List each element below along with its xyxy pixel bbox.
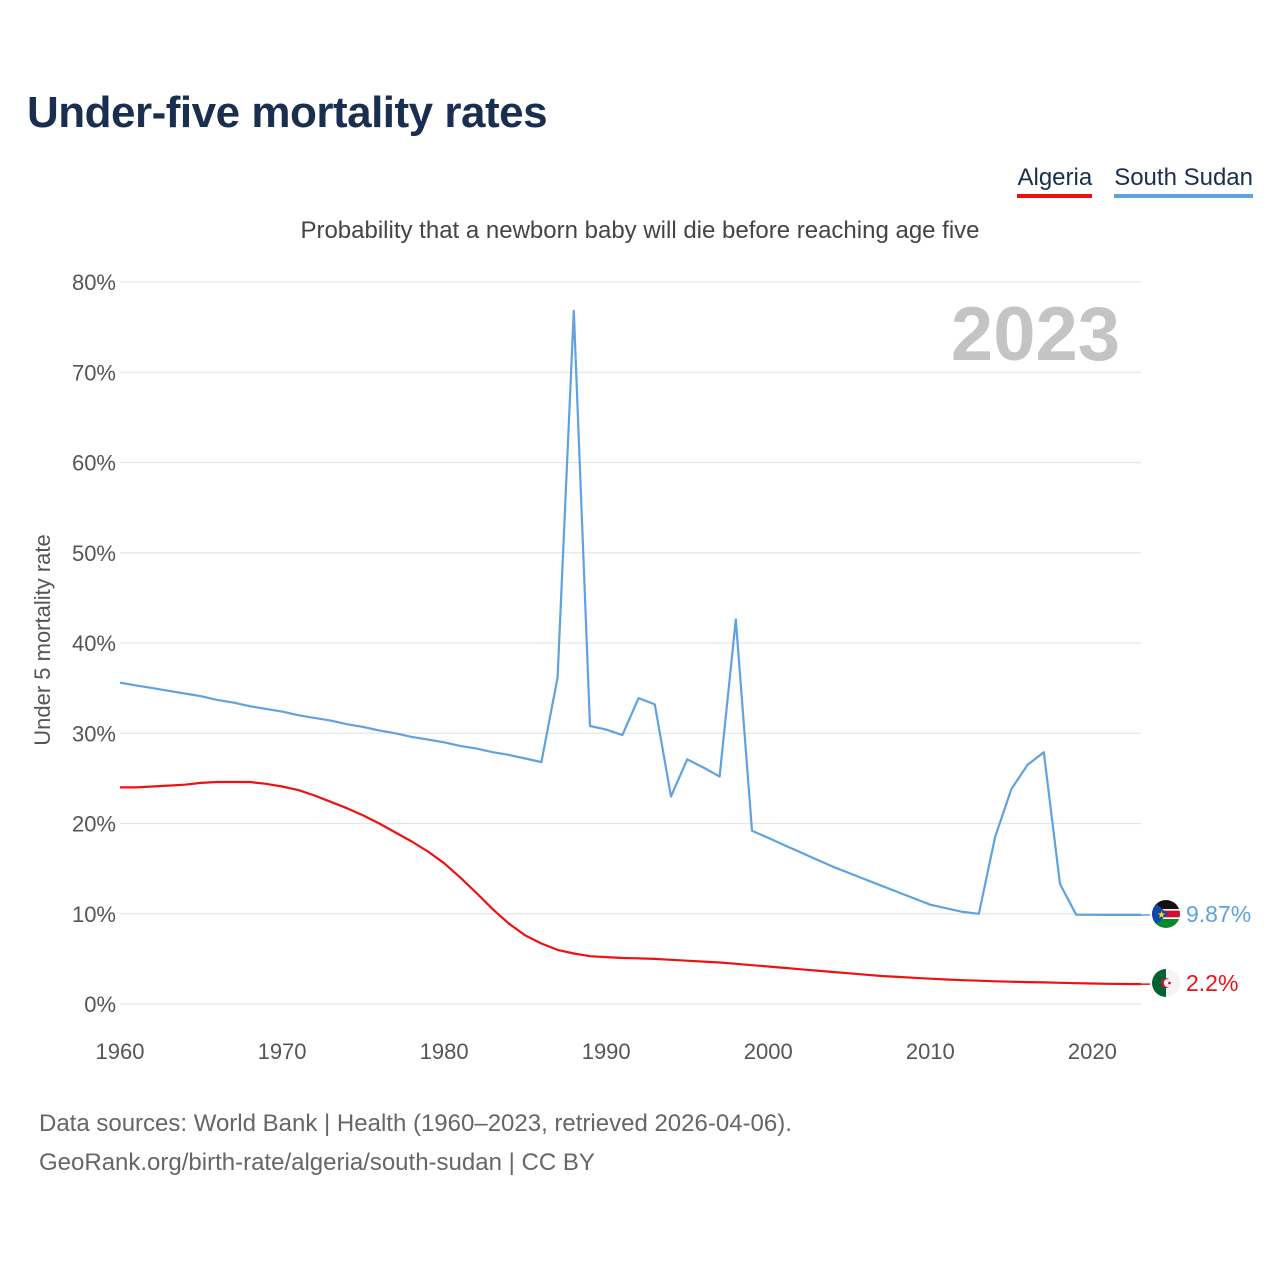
y-axis: 0% 10% 20% 30% 40% 50% 60% 70% 80%: [72, 270, 116, 1017]
svg-text:★: ★: [1157, 910, 1166, 921]
y-tick-label: 50%: [72, 541, 116, 566]
y-tick-label: 20%: [72, 812, 116, 837]
series: [119, 309, 1150, 986]
y-tick-label: 70%: [72, 360, 116, 385]
y-tick-label: 80%: [72, 270, 116, 295]
x-tick-label: 1970: [258, 1039, 307, 1064]
y-tick-label: 40%: [72, 631, 116, 656]
algeria-flag-icon: [1152, 969, 1180, 997]
x-tick-label: 2010: [906, 1039, 955, 1064]
y-tick-label: 10%: [72, 902, 116, 927]
chart-subtitle: Probability that a newborn baby will die…: [300, 217, 980, 244]
y-tick-label: 30%: [72, 721, 116, 746]
current-year-label: 2023: [951, 292, 1120, 377]
grid-lines: [120, 281, 1141, 1005]
x-tick-label: 2000: [744, 1039, 793, 1064]
data-source-text: Data sources: World Bank | Health (1960–…: [39, 1110, 792, 1137]
x-tick-label: 2020: [1068, 1039, 1117, 1064]
y-tick-label: 60%: [72, 451, 116, 476]
x-tick-label: 1960: [96, 1039, 145, 1064]
y-axis-label: Under 5 mortality rate: [30, 534, 55, 746]
end-label-south-sudan: 9.87%: [1186, 901, 1251, 927]
legend-item-algeria[interactable]: Algeria: [1017, 164, 1093, 198]
series-line-algeria[interactable]: [120, 780, 1142, 986]
x-tick-label: 1980: [420, 1039, 469, 1064]
x-axis: 1960 1970 1980 1990 2000 2010 2020: [96, 1039, 1117, 1064]
legend: Algeria South Sudan: [1017, 164, 1253, 198]
series-line-south-sudan[interactable]: [119, 309, 1141, 917]
x-tick-label: 1990: [582, 1039, 631, 1064]
footer: Data sources: World Bank | Health (1960–…: [39, 1104, 792, 1182]
legend-item-south-sudan[interactable]: South Sudan: [1114, 164, 1253, 198]
y-tick-label: 0%: [84, 992, 116, 1017]
south-sudan-flag-icon: ★: [1152, 900, 1180, 928]
end-label-algeria: 2.2%: [1186, 970, 1238, 996]
source-link-text[interactable]: GeoRank.org/birth-rate/algeria/south-sud…: [39, 1149, 595, 1176]
chart-title: Under-five mortality rates: [27, 88, 548, 137]
